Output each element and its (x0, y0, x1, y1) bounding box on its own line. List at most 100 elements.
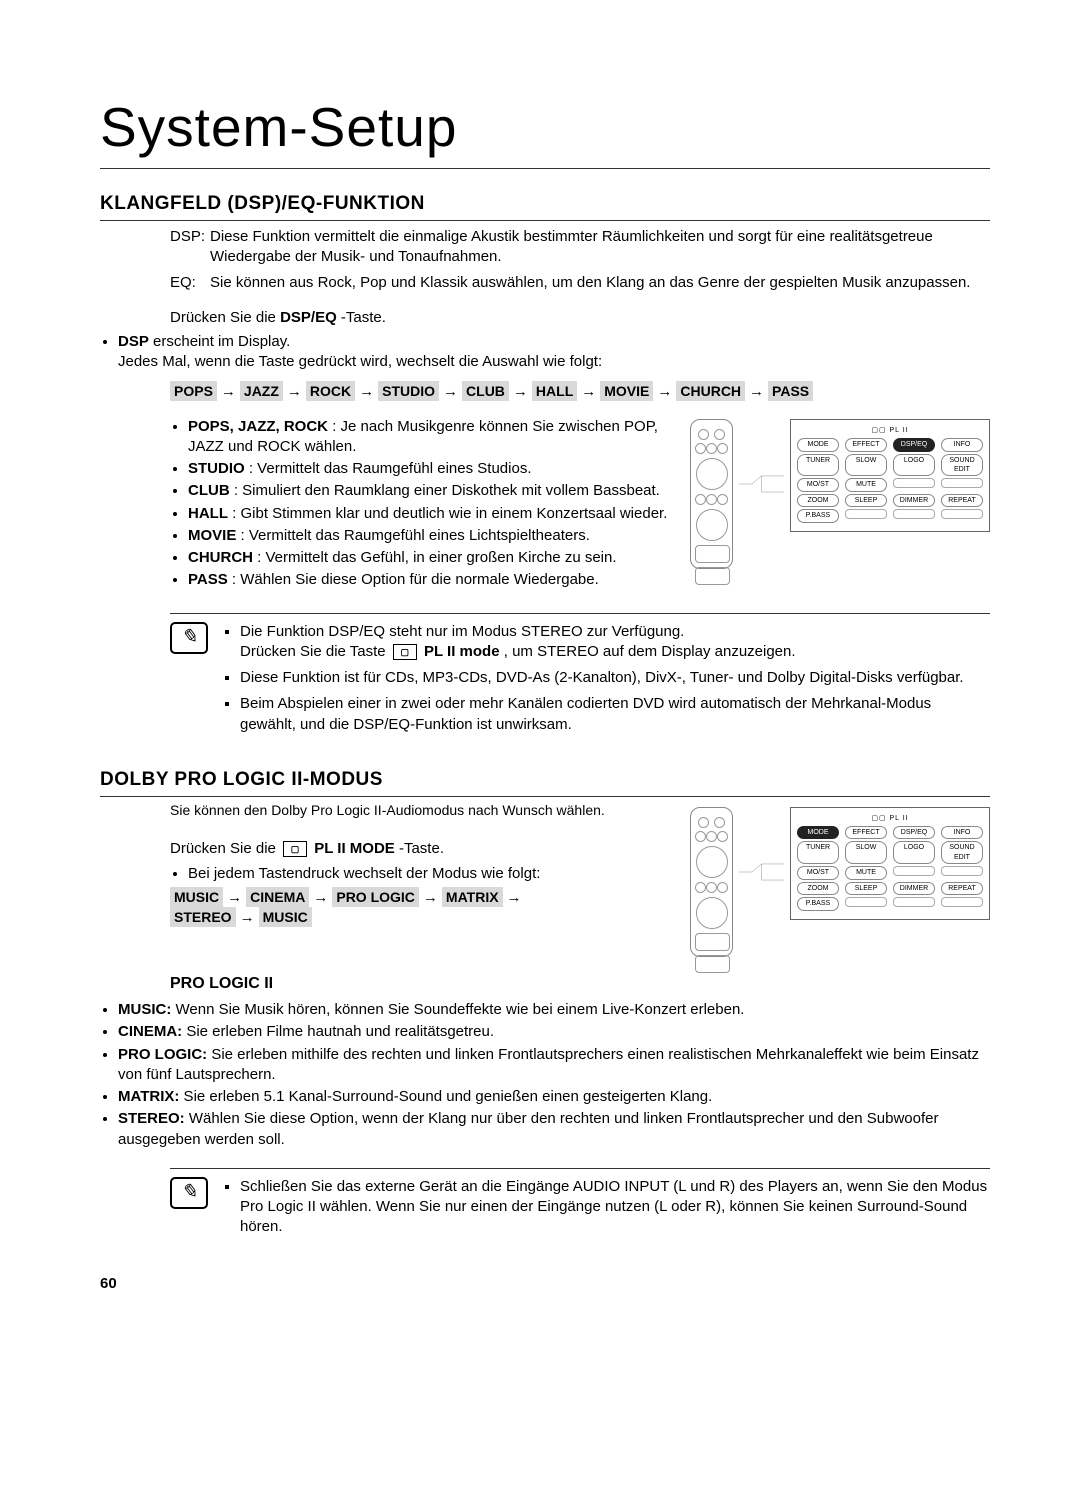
separator-2 (170, 1168, 990, 1169)
mode-item: MOVIE : Vermittelt das Raumgefühl eines … (188, 526, 670, 546)
panel-button: ZOOM (797, 882, 839, 895)
panel-button: SOUND EDIT (941, 841, 983, 864)
note1-post: , um STEREO auf dem Display anzuzeigen. (504, 643, 796, 660)
dsp-label: DSP: (170, 228, 205, 245)
panel-button: DIMMER (893, 494, 935, 507)
panel-button: REPEAT (941, 882, 983, 895)
panel-button: TUNER (797, 841, 839, 864)
section2-bullet: Bei jedem Tastendruck wechselt der Modus… (170, 864, 670, 884)
chain-item: CHURCH (676, 381, 745, 401)
eq-label: EQ: (170, 274, 196, 291)
panel-button: DIMMER (893, 882, 935, 895)
section1-press: Drücken Sie die DSP/EQ -Taste. (170, 308, 990, 328)
panel-slot (941, 509, 983, 519)
panel-title: ▢▢ PL II (797, 426, 983, 435)
note-item: Schließen Sie das externe Gerät an die E… (240, 1177, 990, 1238)
section1-notes-list: Die Funktion DSP/EQ steht nur im Modus S… (222, 622, 990, 741)
panel-button: MODE (797, 438, 839, 451)
page-title: System-Setup (100, 90, 990, 169)
page-number: 60 (100, 1274, 990, 1294)
arrow-icon: → (653, 383, 676, 400)
arrow-icon: → (217, 383, 240, 400)
section1-modes-list: POPS, JAZZ, ROCK : Je nach Musikgenre kö… (170, 417, 670, 591)
chain-item: ROCK (306, 381, 355, 401)
every-press-text: Jedes Mal, wenn die Taste gedrückt wird,… (118, 352, 990, 372)
panel-button: MUTE (845, 866, 887, 879)
mode-item: CINEMA: Sie erleben Filme hautnah und re… (118, 1022, 990, 1042)
mode-item: CHURCH : Vermittelt das Gefühl, in einer… (188, 548, 670, 568)
chain-item: STUDIO (378, 381, 439, 401)
panel-button: SLOW (845, 454, 887, 477)
press-pre: Drücken Sie die (170, 309, 280, 326)
arrow-icon: → (745, 383, 768, 400)
mode-item: POPS, JAZZ, ROCK : Je nach Musikgenre kö… (188, 417, 670, 458)
arrow-icon: → (439, 383, 462, 400)
panel-button: SLEEP (845, 882, 887, 895)
remote-body (690, 419, 733, 569)
section1-title: KLANGFELD (DSP)/EQ-FUNKTION (100, 191, 990, 221)
panel-slot (845, 509, 887, 519)
mode-item: MATRIX: Sie erleben 5.1 Kanal-Surround-S… (118, 1087, 990, 1107)
arrow-icon: → (236, 909, 259, 926)
mode-item: MUSIC: Wenn Sie Musik hören, können Sie … (118, 1000, 990, 1020)
panel-slot (893, 897, 935, 907)
panel-button: MODE (797, 826, 839, 839)
chain-item: PRO LOGIC (332, 887, 419, 907)
panel-slot (893, 509, 935, 519)
press2-post: -Taste. (399, 840, 444, 857)
panel-button: MO/ST (797, 866, 839, 879)
mode-item: PASS : Wählen Sie diese Option für die n… (188, 570, 670, 590)
pro-logic-subtitle: PRO LOGIC II (170, 973, 990, 995)
panel-slot (893, 478, 935, 488)
chain-item: STEREO (170, 907, 236, 927)
chain-item: MUSIC (259, 907, 312, 927)
panel-button: INFO (941, 826, 983, 839)
press2-pre: Drücken Sie die (170, 840, 280, 857)
section2-top-row: Sie können den Dolby Pro Logic II-Audiom… (170, 801, 990, 957)
panel-button: MO/ST (797, 478, 839, 491)
separator-1 (170, 613, 990, 614)
section2-notes: ✎ Schließen Sie das externe Gerät an die… (170, 1177, 990, 1244)
chain-item: JAZZ (240, 381, 283, 401)
remote-body (690, 807, 733, 957)
arrow-icon: → (355, 383, 378, 400)
panel-title: ▢▢ PL II (797, 814, 983, 823)
button-panel-1: ▢▢ PL IIMODEEFFECTDSP/EQINFOTUNERSLOWLOG… (790, 419, 990, 532)
section2-press: Drücken Sie die ▢ PL II MODE -Taste. (170, 839, 670, 859)
chain-item: CINEMA (246, 887, 309, 907)
section2-notes-list: Schließen Sie das externe Gerät an die E… (222, 1177, 990, 1244)
arrow-icon: → (309, 889, 332, 906)
panel-slot (845, 897, 887, 907)
note1-line1: Die Funktion DSP/EQ steht nur im Modus S… (240, 623, 684, 640)
chain-item: PASS (768, 381, 813, 401)
section1-intro: DSP: Diese Funktion vermittelt die einma… (170, 227, 990, 294)
pl2-inline-icon: ▢ (283, 841, 307, 857)
panel-slot (941, 897, 983, 907)
connector-line (739, 837, 784, 907)
section2-modes-list: MUSIC: Wenn Sie Musik hören, können Sie … (100, 1000, 990, 1150)
note-icon: ✎ (170, 622, 208, 654)
arrow-icon: → (419, 889, 442, 906)
arrow-icon: → (509, 383, 532, 400)
arrow-icon: → (223, 889, 246, 906)
button-panel-2: ▢▢ PL IIMODEEFFECTDSP/EQINFOTUNERSLOWLOG… (790, 807, 990, 920)
section2-bullet-text: Bei jedem Tastendruck wechselt der Modus… (188, 864, 670, 884)
panel-button: SLEEP (845, 494, 887, 507)
panel-slot (941, 478, 983, 488)
note-icon: ✎ (170, 1177, 208, 1209)
chain-item: MOVIE (600, 381, 653, 401)
connector-line (739, 449, 784, 519)
section2-title: DOLBY PRO LOGIC II-MODUS (100, 767, 990, 797)
dsp-display-text: erscheint im Display. (153, 333, 290, 350)
panel-button: P.BASS (797, 897, 839, 910)
section1-chain: POPS→JAZZ→ROCK→STUDIO→CLUB→HALL→MOVIE→CH… (170, 382, 990, 402)
section1-notes: ✎ Die Funktion DSP/EQ steht nur im Modus… (170, 622, 990, 741)
chain-item: MUSIC (170, 887, 223, 907)
remote-illustration-1: ▢▢ PL IIMODEEFFECTDSP/EQINFOTUNERSLOWLOG… (690, 419, 990, 569)
panel-slot (941, 866, 983, 876)
dsp-text: Diese Funktion vermittelt die einmalige … (210, 227, 990, 268)
chain-item: POPS (170, 381, 217, 401)
press-bold: DSP/EQ (280, 309, 337, 326)
pl2-inline-icon: ▢ (393, 644, 417, 660)
panel-button: LOGO (893, 841, 935, 864)
